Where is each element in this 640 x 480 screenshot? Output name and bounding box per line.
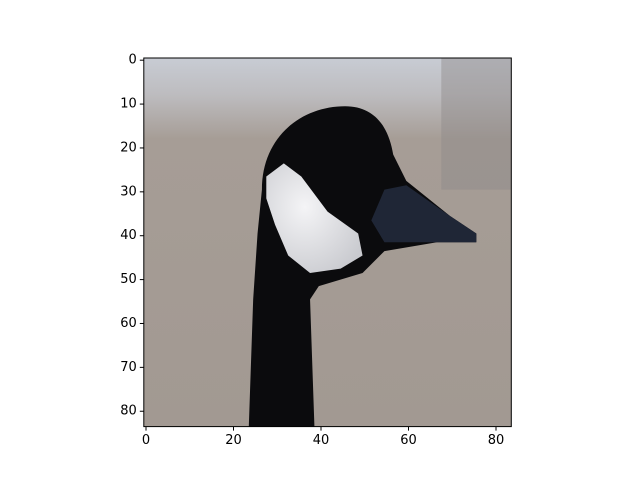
x-tick-label: 40 [313,433,330,448]
x-tick-label: 80 [488,433,505,448]
y-tick-label: 10 [120,97,137,112]
y-tick-label: 30 [120,184,137,199]
y-tick-label: 40 [120,228,137,243]
y-tick-label: 70 [120,360,137,375]
y-tick-label: 80 [120,404,137,419]
x-tick-label: 0 [142,433,150,448]
image [143,58,512,427]
y-tick-label: 20 [120,140,137,155]
shadow [441,58,512,190]
y-tick-label: 0 [129,53,137,68]
axes-frame [143,57,512,428]
beak [371,185,477,243]
cheek [266,163,363,274]
y-tick-label: 60 [120,316,137,331]
x-tick-label: 60 [400,433,417,448]
y-tick-label: 50 [120,272,137,287]
x-tick-label: 20 [225,433,242,448]
